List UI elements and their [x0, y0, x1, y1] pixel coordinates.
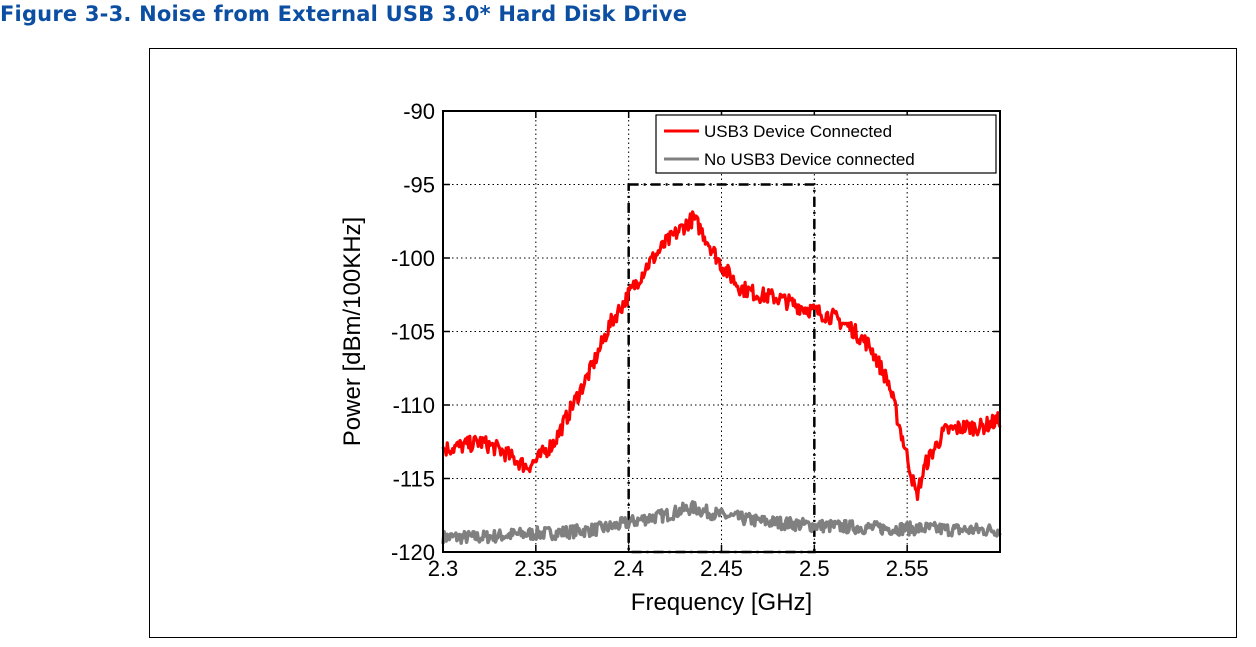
x-tick-label: 2.3	[428, 556, 459, 581]
legend-box	[655, 114, 997, 174]
figure-frame: 2.3 2.35 2.4 2.45 2.5 2.55 -90 -95 -100 -105 -110 -…	[149, 48, 1237, 638]
x-axis-label: Frequency [GHz]	[631, 589, 812, 616]
series-no-usb3	[441, 500, 1002, 545]
y-tick-label: -120	[391, 540, 435, 565]
figure-caption: Figure 3-3. Noise from External USB 3.0*…	[0, 2, 688, 26]
x-tick-label: 2.5	[799, 556, 830, 581]
y-tick-label: -115	[393, 467, 435, 492]
ticks: 2.3 2.35 2.4 2.45 2.5 2.55 -90 -95 -100 -105 -110 -…	[391, 99, 1000, 581]
x-tick-label: 2.45	[700, 556, 743, 581]
y-tick-label: -110	[393, 393, 435, 418]
legend-entry-no-usb3: No USB3 Device connected	[704, 150, 915, 169]
y-tick-label: -95	[403, 173, 435, 198]
series-usb3-connected	[441, 210, 1002, 501]
y-axis-label: Power [dBm/100KHz]	[339, 217, 366, 446]
y-tick-label: -100	[391, 246, 435, 271]
legend-entry-usb3-connected: USB3 Device Connected	[704, 122, 892, 141]
series-layer	[441, 210, 1002, 545]
y-tick-label: -105	[391, 320, 435, 345]
grid	[443, 111, 1000, 552]
x-tick-label: 2.55	[886, 556, 929, 581]
noise-chart: 2.3 2.35 2.4 2.45 2.5 2.55 -90 -95 -100 -105 -110 -…	[339, 99, 1002, 616]
y-tick-label: -90	[403, 99, 435, 124]
legend: USB3 Device Connected No USB3 Device con…	[655, 114, 997, 174]
x-tick-label: 2.35	[514, 556, 557, 581]
x-tick-label: 2.4	[613, 556, 644, 581]
